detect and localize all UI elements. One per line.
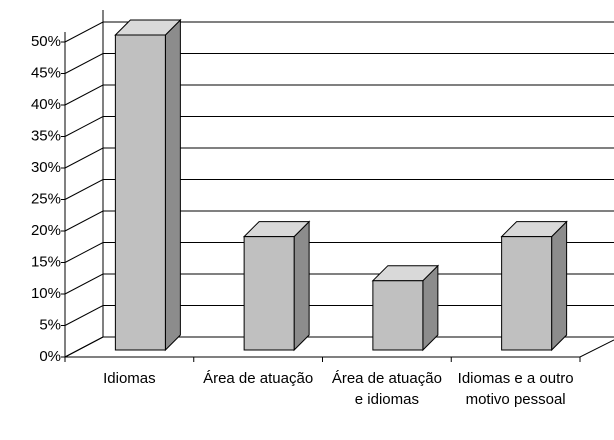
y-tick-label: 25% <box>31 190 61 207</box>
bar-side <box>551 220 568 352</box>
bar-front <box>114 34 166 351</box>
grid-line <box>64 242 614 263</box>
grid-line <box>64 53 614 74</box>
x-tick-label: Área de atuação <box>203 370 314 387</box>
grid-line <box>64 179 614 200</box>
grid-line <box>64 305 614 326</box>
bar <box>242 220 311 352</box>
bar-side <box>164 18 181 352</box>
y-tick-label: 20% <box>31 222 61 239</box>
bar-side <box>293 220 310 352</box>
y-tick-label: 0% <box>39 348 61 365</box>
grid-line <box>64 116 614 137</box>
bar <box>114 18 182 352</box>
y-tick-label: 5% <box>39 316 61 333</box>
y-tick-label: 40% <box>31 96 61 113</box>
x-tick-label: Idiomas e a outro motivo pessoal <box>457 370 574 408</box>
y-tick-label: 35% <box>31 127 61 144</box>
bar <box>371 264 440 352</box>
y-tick-label: 15% <box>31 253 61 270</box>
grid-line <box>64 210 614 232</box>
grid-line <box>64 84 614 106</box>
grid-line <box>64 147 614 169</box>
y-tick-label: 10% <box>31 285 61 302</box>
bar-front <box>501 236 553 351</box>
y-tick-label: 50% <box>31 33 61 50</box>
bar-front <box>243 236 295 351</box>
y-tick-label: 45% <box>31 64 61 81</box>
bar-front <box>372 280 424 351</box>
grid-line <box>64 273 614 295</box>
y-tick-label: 30% <box>31 159 61 176</box>
grid-line <box>64 336 614 358</box>
grid-line <box>64 21 614 43</box>
x-tick-label: Área de atuação e idiomas <box>331 370 442 408</box>
x-tick-label: Idiomas <box>103 370 156 387</box>
bar <box>500 220 568 352</box>
